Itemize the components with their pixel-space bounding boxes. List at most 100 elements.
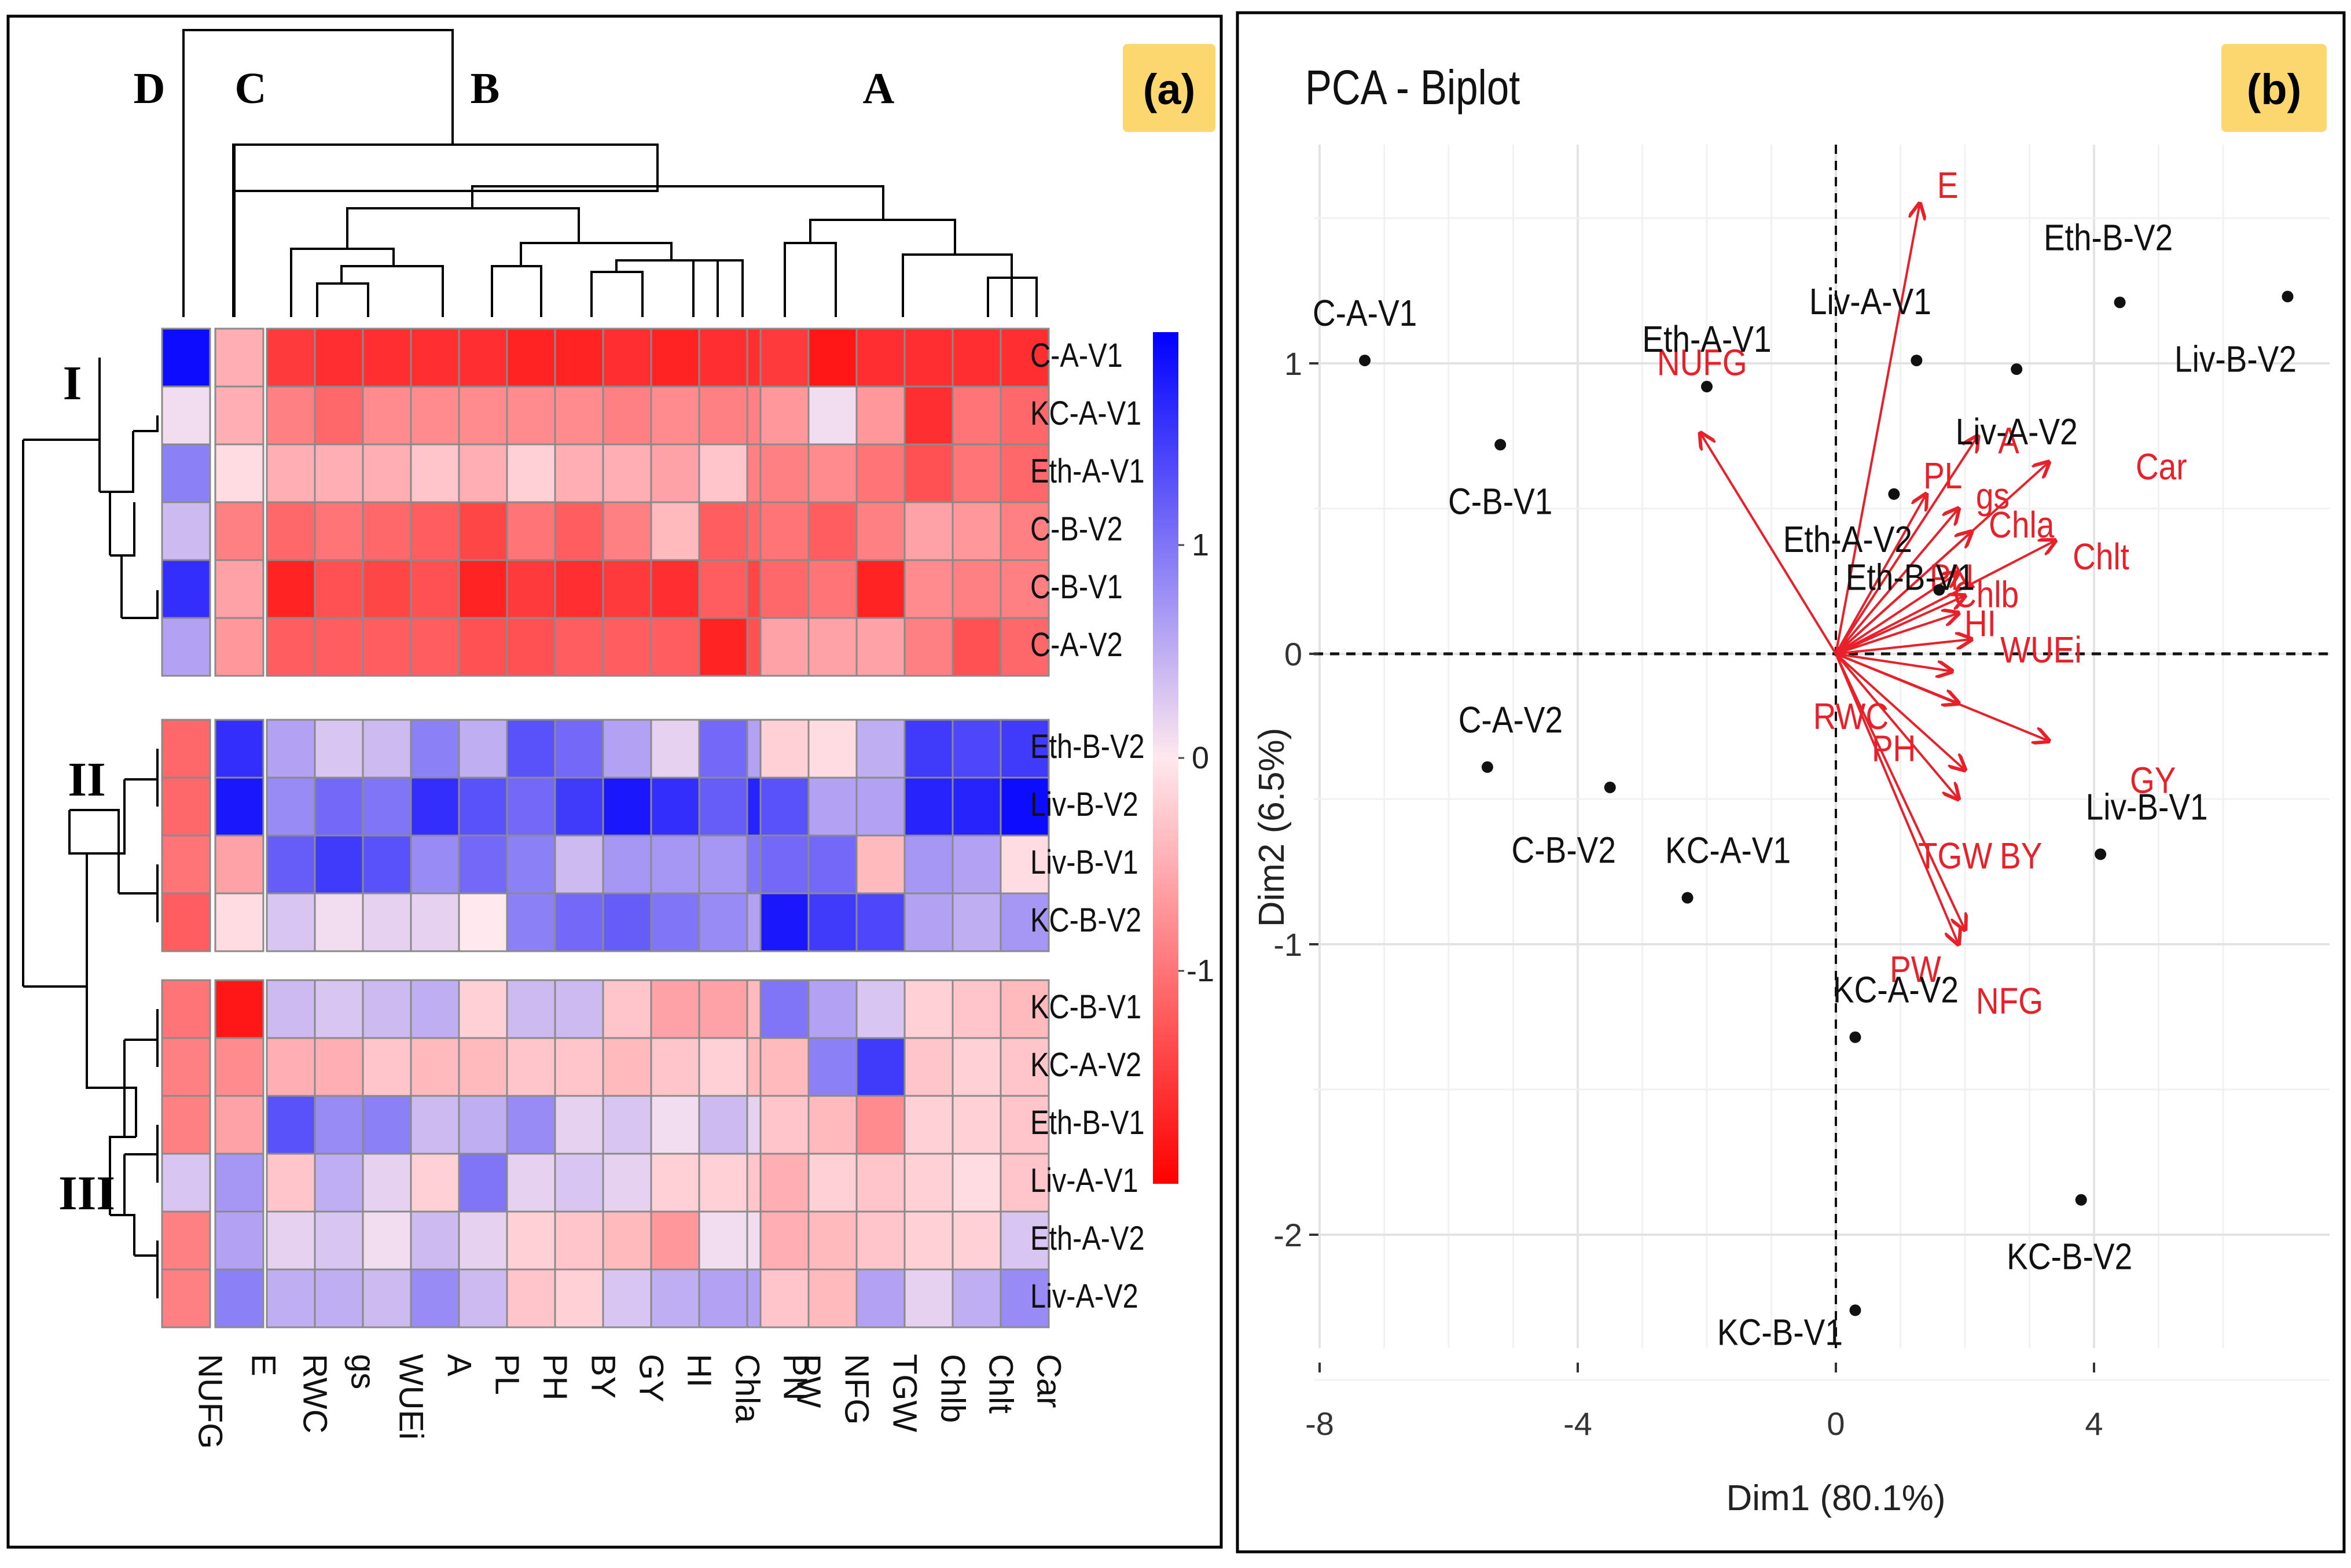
heatmap-cell-eth-a-v1-rwc [266, 443, 316, 503]
legend-tick-label: 0 [1192, 741, 1209, 775]
heatmap-cell-kc-b-v2-rwc [266, 892, 316, 952]
column-label-gs: gs [344, 1354, 382, 1389]
column-label-tgw: TGW [886, 1354, 924, 1433]
heatmap-cell-eth-a-v1-a [410, 443, 460, 503]
point-kc-a-v2 [1849, 1031, 1861, 1043]
legend-tick-label: 1 [1192, 528, 1209, 562]
heatmap-cell-liv-a-v1-ph [506, 1153, 556, 1213]
heatmap-cell-eth-b-v2-rwc [266, 719, 316, 779]
heatmap-cell-c-a-v1-gy [602, 327, 652, 388]
dendrogram-branch [902, 253, 1013, 317]
heatmap-cell-kc-a-v1-gy [602, 385, 652, 446]
heatmap-cell-liv-a-v2-wuei [362, 1268, 412, 1328]
heatmap-cell-eth-a-v2-hi [650, 1210, 700, 1271]
heatmap-cell-c-b-v1-ph [506, 559, 556, 619]
column-label-pw: PW [790, 1354, 828, 1408]
column-label-car: Car [1030, 1354, 1068, 1408]
loading-label-pl: PL [1923, 455, 1962, 496]
heatmap-cell-c-b-v2-wuei [362, 501, 412, 561]
x-tick-label: -4 [1563, 1405, 1592, 1442]
point-label-liv-b-v2: Liv-B-V2 [2174, 338, 2297, 380]
point-liv-b-v2 [2282, 290, 2294, 303]
loading-arrow-chlb [1835, 596, 1965, 655]
heatmap-cell-liv-a-v2-chlt [952, 1268, 1002, 1328]
loading-arrow-pw [1835, 653, 1965, 930]
row-label-kc-b-v1: KC-B-V1 [1030, 989, 1141, 1026]
heatmap-cell-kc-b-v1-chlb [903, 979, 954, 1039]
heatmap-cell-liv-a-v1-car [1000, 1153, 1050, 1213]
heatmap-cell-c-a-v2-gy [602, 617, 652, 677]
heatmap-cell-liv-b-v1-chla [698, 834, 748, 895]
heatmap-cell-c-a-v1-gs [314, 327, 364, 388]
heatmap-cell-liv-b-v2-by [554, 776, 604, 837]
heatmap-cell-liv-a-v1-chlt [952, 1153, 1002, 1213]
row-label-c-a-v2: C-A-V2 [1030, 627, 1123, 664]
heatmap-cell-kc-b-v2-hi [650, 892, 700, 952]
heatmap-cell-kc-b-v1-tgw [855, 979, 906, 1039]
heatmap-cell-liv-b-v1-wuei [362, 834, 412, 895]
heatmap-cell-c-a-v1-pw [759, 327, 810, 388]
heatmap-cell-eth-a-v1-gs [314, 443, 364, 503]
heatmap-cell-liv-b-v2-pl [458, 776, 508, 837]
loading-label-e: E [1937, 164, 1959, 206]
x-tick-label: 4 [2085, 1405, 2103, 1442]
heatmap-cell-c-b-v1-chlt [952, 559, 1002, 619]
heatmap-cell-eth-a-v1-nufg [161, 443, 211, 503]
heatmap-cell-eth-b-v1-hi [650, 1095, 700, 1155]
heatmap-cell-eth-b-v1-nufg [161, 1095, 211, 1155]
dendrogram-branch [133, 415, 159, 432]
heatmap-cell-kc-a-v2-ph [506, 1037, 556, 1097]
heatmap-cell-c-a-v2-nufg [161, 617, 211, 677]
heatmap-cell-c-a-v1-chlb [903, 327, 954, 388]
loading-arrow-e [1835, 204, 1920, 654]
heatmap-cell-c-b-v2-e [214, 501, 265, 561]
heatmap-cell-kc-a-v2-nfg [807, 1037, 858, 1097]
heatmap-cell-eth-a-v2-pl [458, 1210, 508, 1271]
heatmap-cell-c-b-v1-rwc [266, 559, 316, 619]
heatmap-cell-liv-a-v2-chlb [903, 1268, 954, 1328]
heatmap-cell-c-a-v1-a [410, 327, 460, 388]
heatmap-cell-c-b-v2-a [410, 501, 460, 561]
point-kc-b-v1 [1849, 1304, 1861, 1316]
point-eth-b-v2 [2114, 296, 2126, 308]
heatmap-cell-kc-a-v2-by [554, 1037, 604, 1097]
loading-label-hi: HI [1964, 603, 1996, 645]
point-label-c-b-v2: C-B-V2 [1512, 829, 1616, 871]
heatmap-cell-c-a-v1-car [1000, 327, 1050, 388]
cluster-label-a: A [863, 64, 895, 113]
heatmap-cell-liv-b-v1-chlb [903, 834, 954, 895]
x-tick-label: -8 [1305, 1405, 1334, 1442]
heatmap-cell-liv-a-v2-tgw [855, 1268, 906, 1328]
dendrogram-branch [316, 282, 369, 317]
heatmap-cell-liv-a-v1-hi [650, 1153, 700, 1213]
heatmap-cell-c-a-v2-pl [458, 617, 508, 677]
heatmap-cell-liv-b-v1-pl [458, 834, 508, 895]
heatmap-cell-liv-a-v1-gs [314, 1153, 364, 1213]
column-label-rwc: RWC [296, 1354, 334, 1433]
heatmap-cell-eth-a-v1-ph [506, 443, 556, 503]
pca-grid [1314, 145, 2330, 1381]
heatmap-cell-kc-b-v2-wuei [362, 892, 412, 952]
pca-zero-lines [1314, 145, 2330, 1348]
point-c-b-v2 [1604, 781, 1616, 793]
heatmap-cell-c-b-v1-e [214, 559, 265, 619]
heatmap-row-labels: C-A-V1 KC-A-V1 Eth-A-V1 C-B-V2 C-B-V1 C-A-V2 E… [1030, 337, 1145, 1315]
pca-y-label: Dim2 (6.5%) [1252, 728, 1292, 927]
cluster-label-c: C [235, 64, 267, 113]
pca-x-label: Dim1 (80.1%) [1726, 1478, 1946, 1518]
heatmap-cell-liv-b-v2-nfg [807, 776, 858, 837]
group-label-i: I [63, 356, 82, 410]
heatmap-cell-kc-b-v2-pl [458, 892, 508, 952]
heatmap-cell-c-a-v2-gs [314, 617, 364, 677]
heatmap-cell-c-a-v1-by [554, 327, 604, 388]
heatmap-cell-kc-b-v2-nfg [807, 892, 858, 952]
y-tick-label: -1 [1273, 926, 1302, 963]
pca-title: PCA - Biplot [1305, 61, 1520, 115]
heatmap-cell-eth-a-v2-nufg [161, 1210, 211, 1271]
heatmap-cell-kc-b-v1-chlt [952, 979, 1002, 1039]
row-label-c-a-v1: C-A-V1 [1030, 337, 1123, 374]
dendrogram-branch [784, 219, 956, 317]
heatmap-cell-kc-a-v2-tgw [855, 1037, 906, 1097]
